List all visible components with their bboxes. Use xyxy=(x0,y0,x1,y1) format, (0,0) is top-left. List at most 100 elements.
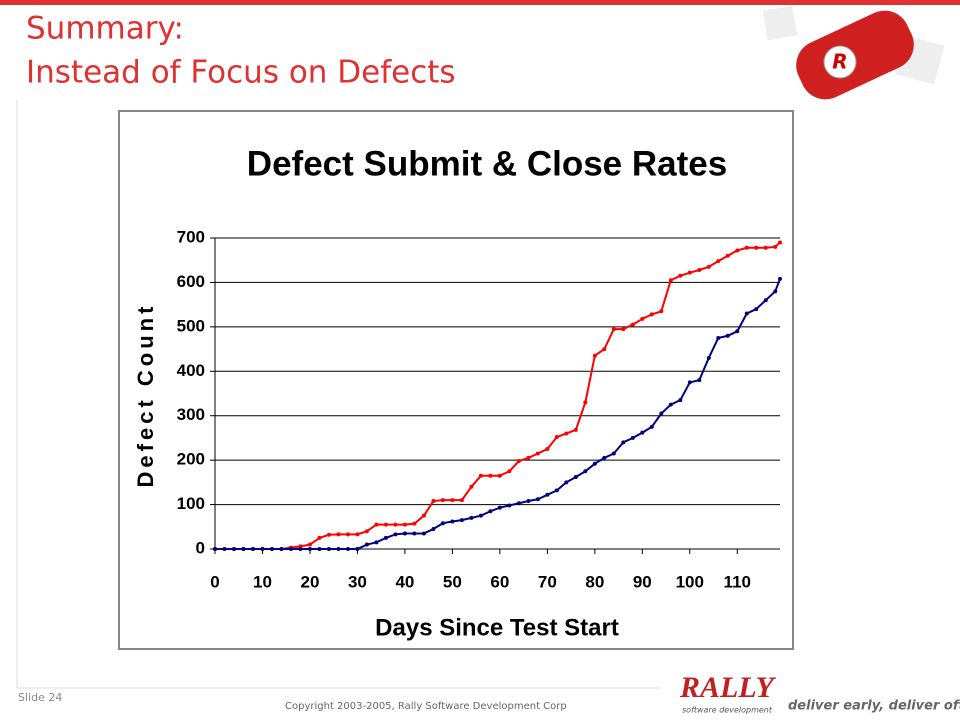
point xyxy=(573,475,578,480)
point xyxy=(507,469,512,474)
point xyxy=(716,335,721,340)
point xyxy=(374,540,379,545)
x-tick-label: 90 xyxy=(633,572,652,591)
point xyxy=(735,329,740,334)
point xyxy=(231,547,236,551)
point xyxy=(725,333,730,338)
point xyxy=(697,378,702,383)
point xyxy=(564,431,569,436)
x-tick-label: 10 xyxy=(253,572,272,591)
car-logo: R xyxy=(762,5,945,100)
point xyxy=(383,535,388,540)
point xyxy=(592,461,597,466)
point xyxy=(763,298,768,303)
point xyxy=(478,513,483,518)
point xyxy=(364,542,369,547)
x-tick-label: 0 xyxy=(210,572,219,591)
y-tick-label: 400 xyxy=(177,361,205,380)
point xyxy=(583,400,588,405)
point xyxy=(326,547,331,551)
chart-frame xyxy=(118,110,794,650)
point xyxy=(497,473,502,478)
point xyxy=(778,276,782,281)
y-tick-label: 500 xyxy=(177,316,205,335)
point xyxy=(450,498,455,503)
point xyxy=(317,547,322,551)
point xyxy=(621,440,626,445)
point xyxy=(649,312,654,317)
point xyxy=(716,259,721,264)
point xyxy=(440,521,445,526)
point xyxy=(459,498,464,503)
point xyxy=(450,519,455,524)
point xyxy=(545,447,550,452)
point xyxy=(355,547,360,551)
point xyxy=(355,532,360,537)
point xyxy=(345,532,350,537)
point xyxy=(754,245,759,250)
point xyxy=(507,503,512,508)
point xyxy=(478,473,483,478)
chart-title: Defect Submit & Close Rates xyxy=(247,144,727,183)
point xyxy=(735,248,740,253)
x-tick-label: 30 xyxy=(348,572,367,591)
point xyxy=(298,547,303,551)
point xyxy=(307,542,312,547)
point xyxy=(364,529,369,534)
point xyxy=(535,497,540,502)
point xyxy=(317,535,322,540)
point xyxy=(778,240,782,245)
point xyxy=(573,427,578,432)
point xyxy=(222,547,227,551)
point xyxy=(592,353,597,358)
point xyxy=(640,316,645,321)
y-tick-label: 700 xyxy=(177,227,205,246)
point xyxy=(213,547,217,551)
point xyxy=(564,480,569,485)
logo-subtitle: software development xyxy=(682,706,773,715)
point xyxy=(250,547,255,551)
point xyxy=(412,531,417,536)
point xyxy=(516,501,521,506)
point xyxy=(269,547,274,551)
point xyxy=(307,547,312,551)
point xyxy=(459,518,464,523)
point xyxy=(488,509,493,514)
point xyxy=(554,435,559,440)
point xyxy=(687,380,692,385)
y-tick-label: 0 xyxy=(196,538,205,557)
point xyxy=(773,244,778,249)
x-tick-label: 60 xyxy=(490,572,509,591)
x-tick-label: 50 xyxy=(443,572,462,591)
point xyxy=(336,532,341,537)
y-tick-label: 100 xyxy=(177,494,205,513)
point xyxy=(754,307,759,312)
point xyxy=(469,515,474,520)
point xyxy=(469,484,474,489)
point xyxy=(374,522,379,527)
x-axis-label: Days Since Test Start xyxy=(375,614,619,641)
point xyxy=(602,347,607,352)
point xyxy=(412,521,417,526)
x-tick-label: 100 xyxy=(676,572,704,591)
point xyxy=(678,273,683,278)
point xyxy=(697,267,702,272)
x-tick-label: 110 xyxy=(724,572,751,591)
point xyxy=(260,547,265,551)
copyright: Copyright 2003-2005, Rally Software Deve… xyxy=(285,701,567,712)
y-tick-label: 200 xyxy=(177,450,205,469)
point xyxy=(773,289,778,294)
top-bar xyxy=(0,0,960,5)
point xyxy=(497,505,502,510)
x-tick-label: 80 xyxy=(585,572,604,591)
point xyxy=(706,355,711,360)
point xyxy=(431,499,436,504)
point xyxy=(602,455,607,460)
point xyxy=(393,532,398,537)
point xyxy=(659,309,664,314)
point xyxy=(554,488,559,493)
point xyxy=(421,531,426,536)
svg-text:R: R xyxy=(832,50,847,74)
x-tick-label: 20 xyxy=(300,572,319,591)
